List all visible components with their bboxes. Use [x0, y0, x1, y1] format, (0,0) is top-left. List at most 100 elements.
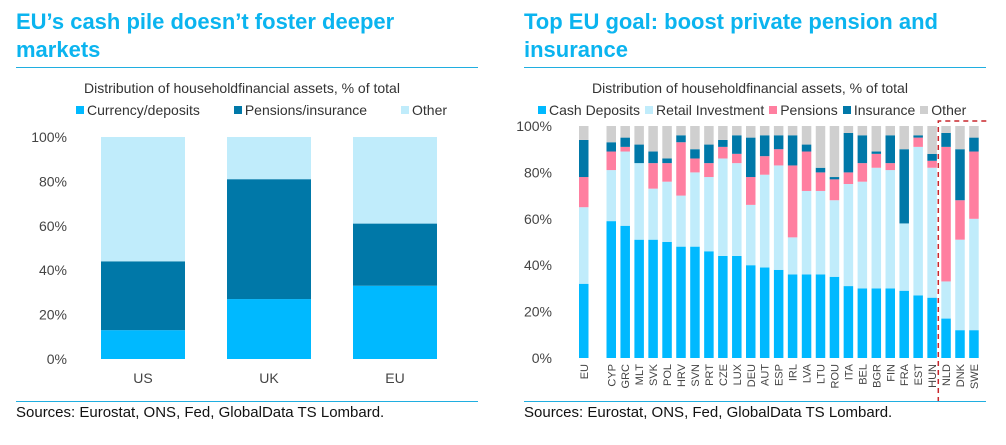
right-legend-swatch-retail-investment [645, 106, 654, 114]
right-source-rule [524, 401, 986, 402]
right-bar-fin-retail-investment [885, 170, 895, 289]
right-bar-bel-pensions [857, 163, 868, 182]
right-legend-label: Insurance [853, 102, 916, 118]
right-bar-prt-retail-investment [704, 177, 714, 252]
left-ytick-label: 80% [39, 173, 67, 189]
right-legend-swatch-pensions [769, 106, 778, 114]
right-bar-cyp-retail-investment [606, 170, 616, 222]
right-xtick-label: FRA [899, 363, 911, 386]
right-chart: 0% 20% 40% 60% 80% 100% EU CYP GRC MLT SVK POL HRV SV… [516, 118, 988, 402]
right-bar-svn-other [690, 126, 700, 150]
right-bar-bgr-cash-deposits [871, 288, 882, 358]
right-bar-ita-pensions [843, 172, 854, 184]
right-xtick-label: FIN [885, 364, 897, 382]
right-bar-cyp-cash-deposits [606, 221, 616, 358]
right-xtick-label: EST [913, 364, 925, 386]
right-bar-lva-retail-investment [801, 190, 812, 275]
left-legend-swatch-other [401, 106, 410, 114]
right-bar-irl-retail-investment [787, 237, 798, 275]
right-bar-grc-retail-investment [620, 151, 630, 226]
right-bar-dnk-retail-investment [955, 239, 965, 331]
right-bar-est-retail-investment [913, 146, 923, 296]
right-bar-deu-pensions [746, 177, 756, 205]
right-bar-esp-pensions [773, 149, 784, 166]
left-chart-title: EU’s cash pile doesn’t foster deeper mar… [16, 9, 395, 62]
right-bar-cze-other [718, 126, 728, 140]
right-highlight-box [937, 120, 988, 402]
right-bar-deu-retail-investment [746, 204, 756, 266]
right-bar-fra-retail-investment [899, 223, 909, 291]
right-bar-irl-cash-deposits [787, 274, 798, 358]
right-bar-svk-other [648, 126, 658, 152]
right-bar-cze-pensions [718, 146, 728, 159]
right-bar-ltu-cash-deposits [815, 274, 826, 358]
left-legend-label: Other [412, 102, 448, 118]
left-chart-subtitle: Distribution of householdfinancial asset… [84, 80, 400, 96]
right-bar-bgr-other [871, 126, 882, 152]
right-bar-mlt-cash-deposits [634, 239, 644, 358]
right-bar-hun-cash-deposits [927, 297, 937, 358]
right-bar-grc-pensions [620, 146, 630, 152]
right-bar-est-cash-deposits [913, 295, 923, 358]
right-legend-item-insurance: Insurance [842, 102, 916, 118]
right-xtick-label: DEU [746, 364, 758, 387]
right-bar-svn-pensions [690, 158, 700, 173]
right-legend-label: Pensions [780, 102, 838, 118]
right-bar-deu-other [746, 126, 756, 138]
right-legend-item-other: Other [920, 102, 966, 118]
left-title-rule [16, 67, 478, 68]
right-bar-cze-insurance [718, 139, 728, 147]
right-bar-lux-retail-investment [732, 163, 742, 256]
right-bar-est-insurance [913, 135, 923, 138]
right-bar-nld-retail-investment [941, 281, 951, 319]
right-bar-aut-retail-investment [759, 174, 770, 268]
right-bar-swe-insurance [969, 137, 979, 152]
right-xtick-label: CZE [718, 364, 730, 386]
right-xtick-label: EU [579, 364, 591, 379]
right-bar-svk-insurance [648, 151, 658, 164]
right-panel: Top EU goal: boost private pension and i… [508, 0, 1006, 445]
right-legend-label: Cash Deposits [549, 102, 641, 118]
right-bar-ita-insurance [843, 132, 854, 173]
right-chart-subtitle: Distribution of householdfinancial asset… [592, 80, 908, 96]
left-legend-swatch-pensions-insurance [233, 106, 242, 114]
left-legend-label: Currency/deposits [87, 102, 200, 118]
right-legend-label: Retail Investment [656, 102, 765, 118]
right-bar-ita-other [843, 126, 854, 133]
right-bar-bel-insurance [857, 135, 868, 164]
right-bar-lux-cash-deposits [732, 255, 742, 358]
left-chart: 0% 20% 40% 60% 80% 100% US UK EU [31, 129, 437, 386]
right-xtick-label: CYP [606, 364, 618, 387]
right-ytick-label: 20% [524, 304, 552, 320]
left-panel: EU’s cash pile doesn’t foster deeper mar… [0, 0, 500, 445]
right-legend-swatch-other [920, 106, 929, 114]
right-bar-fin-pensions [885, 163, 895, 171]
right-xtick-label: GRC [620, 364, 632, 389]
right-bar-eu-other [579, 126, 589, 140]
right-bar-hrv-retail-investment [676, 195, 686, 247]
left-bar-eu-other [353, 137, 437, 224]
left-bar-eu-currency-deposits [353, 285, 437, 359]
right-bar-ltu-pensions [815, 172, 826, 191]
left-bar-eu-pensions-insurance [353, 223, 437, 286]
right-bar-prt-insurance [704, 144, 714, 164]
left-legend-label: Pensions/insurance [244, 102, 368, 118]
left-xtick-label: EU [385, 370, 404, 386]
right-bar-svn-cash-deposits [690, 246, 700, 358]
left-legend-item-currency-deposits: Currency/deposits [76, 102, 200, 118]
right-bar-deu-insurance [746, 137, 756, 178]
right-bar-svk-retail-investment [648, 188, 658, 240]
right-bar-ltu-retail-investment [815, 190, 826, 275]
right-bar-dnk-pensions [955, 200, 965, 240]
right-bar-lva-cash-deposits [801, 274, 812, 358]
right-bar-dnk-other [955, 126, 965, 150]
right-bar-ita-retail-investment [843, 184, 854, 287]
right-xtick-label: HUN [927, 364, 939, 388]
right-xtick-label: SVK [648, 363, 660, 386]
right-bar-rou-other [829, 126, 840, 178]
right-bar-cze-retail-investment [718, 158, 728, 256]
right-bar-hun-pensions [927, 160, 937, 168]
right-source: Sources: Eurostat, ONS, Fed, GlobalData … [524, 404, 893, 421]
left-xtick-label: US [133, 370, 152, 386]
right-legend-item-cash-deposits: Cash Deposits [538, 102, 640, 118]
